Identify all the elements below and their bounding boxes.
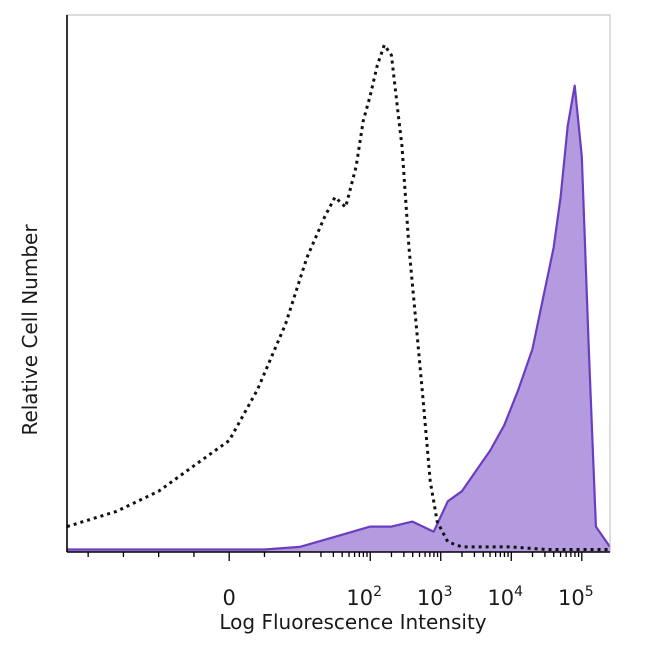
x-axis-label: Log Fluorescence Intensity: [219, 610, 486, 634]
x-axis-ticks: [87, 552, 583, 561]
y-axis-label: Relative Cell Number: [18, 224, 42, 436]
stained-histogram-outline: [67, 84, 611, 551]
x-tick-label: 104: [487, 584, 523, 610]
plot-area: [66, 43, 611, 552]
x-tick-label: 103: [417, 584, 453, 610]
x-axis-tick-labels: 0 102 103 104 105: [223, 584, 594, 610]
x-tick-label: 102: [346, 584, 382, 610]
x-tick-label: 0: [223, 586, 236, 610]
stained-histogram-fill: [67, 85, 610, 552]
x-tick-label: 105: [558, 584, 594, 610]
